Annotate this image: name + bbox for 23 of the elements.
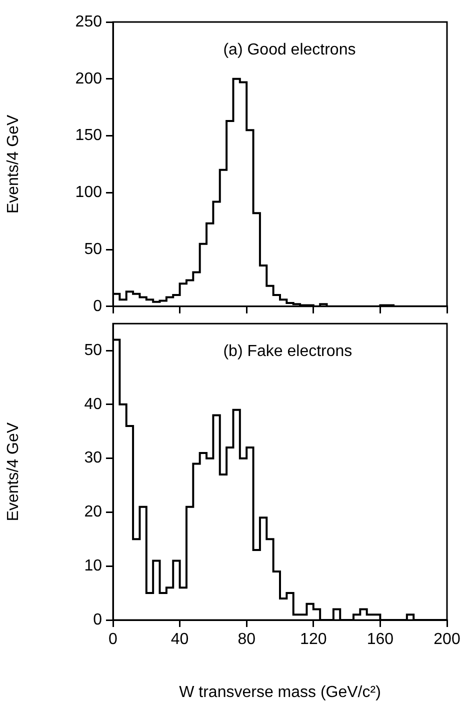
y-tick-label: 50 <box>84 342 102 359</box>
y-tick-label: 150 <box>75 127 102 144</box>
y-tick-label: 0 <box>93 611 102 628</box>
y-tick-label: 50 <box>84 240 102 258</box>
x-tick-label: 80 <box>238 631 256 648</box>
x-tick-label: 0 <box>108 631 118 648</box>
x-tick-label: 160 <box>366 631 394 648</box>
x-tick-label: 120 <box>300 631 327 648</box>
y-tick-label: 40 <box>84 396 102 413</box>
x-tick-label: 200 <box>434 631 460 648</box>
y-tick-label: 100 <box>75 184 102 202</box>
y-axis-title: Events/4 GeV <box>5 114 22 214</box>
x-axis-title: W transverse mass (GeV/c²) <box>179 684 381 701</box>
y-tick-label: 10 <box>84 558 102 575</box>
y-tick-label: 30 <box>84 450 102 467</box>
y-tick-label: 250 <box>75 13 102 30</box>
x-tick-label: 40 <box>170 631 189 648</box>
y-tick-label: 200 <box>75 70 102 88</box>
annotation: (b) Fake electrons <box>223 343 352 360</box>
y-axis-title: Events/4 GeV <box>5 422 22 522</box>
y-tick-label: 0 <box>93 298 102 315</box>
annotation: (a) Good electrons <box>223 41 356 58</box>
y-tick-label: 20 <box>84 504 102 521</box>
